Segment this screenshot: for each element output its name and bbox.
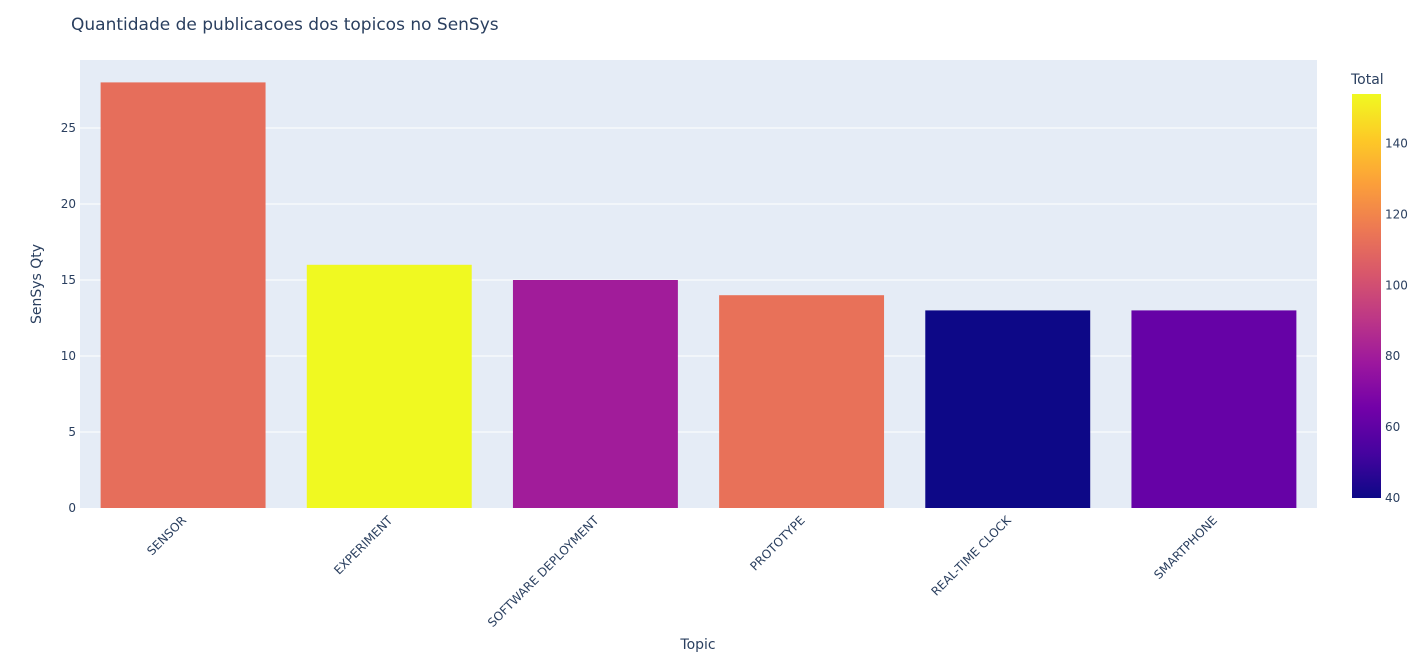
colorbar-tick-label: 120: [1385, 207, 1408, 221]
y-gridlines: [80, 127, 1317, 433]
y-tick-label: 20: [61, 197, 76, 211]
colorbar-tick-label: 80: [1385, 349, 1400, 363]
y-axis-ticks: 0 5 10 15 20 25: [61, 121, 76, 515]
bar-experiment[interactable]: [306, 264, 472, 508]
colorbar-title: Total: [1350, 72, 1384, 88]
bar-smartphone[interactable]: [1131, 310, 1297, 508]
bar-sensor[interactable]: [100, 82, 266, 509]
colorbar-tick-label: 140: [1385, 137, 1408, 151]
x-tick-label: SMARTPHONE: [1151, 513, 1220, 582]
y-tick-label: 0: [68, 501, 76, 515]
plot-area: [80, 60, 1317, 508]
y-axis-title: SenSys Qty: [29, 244, 45, 324]
bars: [100, 82, 1297, 509]
colorbar-tick-label: 60: [1385, 420, 1400, 434]
y-tick-label: 15: [61, 273, 76, 287]
colorbar-ticks: 40 60 80 100 120 140: [1385, 137, 1408, 505]
bar-real-time-clock[interactable]: [925, 310, 1091, 508]
x-tick-label: SOFTWARE DEPLOYMENT: [485, 513, 602, 630]
x-axis-title: Topic: [679, 637, 715, 653]
x-tick-label: EXPERIMENT: [331, 513, 396, 578]
x-axis-ticks: SENSOR EXPERIMENT SOFTWARE DEPLOYMENT PROTO…: [144, 512, 1220, 629]
chart-title: Quantidade de publicacoes dos topicos no…: [71, 15, 499, 35]
x-tick-label: REAL-TIME CLOCK: [928, 512, 1014, 598]
y-tick-label: 25: [61, 121, 76, 135]
x-tick-label: SENSOR: [144, 513, 189, 558]
bar-prototype[interactable]: [719, 295, 885, 508]
x-tick-label: PROTOTYPE: [747, 513, 807, 573]
colorbar-tick-label: 40: [1385, 491, 1400, 505]
colorbar-tick-label: 100: [1385, 278, 1408, 292]
y-tick-label: 5: [68, 425, 76, 439]
colorbar: [1352, 94, 1381, 498]
bar-software-deployment[interactable]: [512, 280, 678, 508]
y-tick-label: 10: [61, 349, 76, 363]
